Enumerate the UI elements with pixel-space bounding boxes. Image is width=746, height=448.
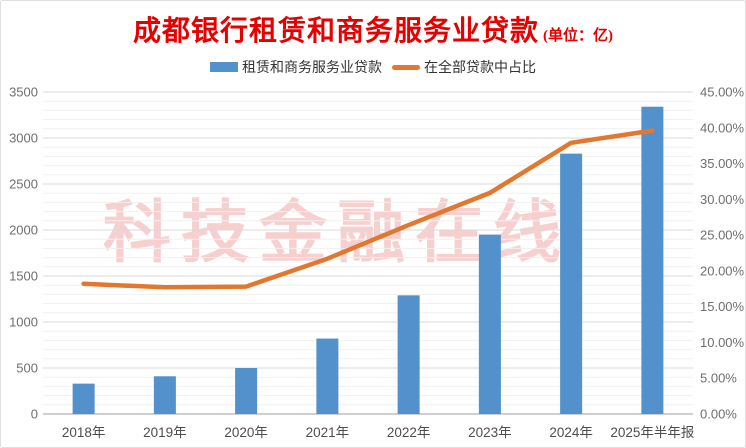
left-axis-tick: 500	[16, 361, 38, 376]
legend-label-loans: 租赁和商务服务业贷款	[242, 59, 382, 75]
x-axis-label: 2020年	[224, 425, 268, 440]
bar-2025年半年报	[641, 106, 664, 414]
left-axis-tick: 1500	[9, 269, 38, 284]
right-axis-tick: 35.00%	[700, 156, 745, 171]
x-axis-label: 2019年	[143, 425, 187, 440]
right-axis-tick: 25.00%	[700, 228, 745, 243]
left-axis-tick: 3000	[9, 131, 38, 146]
right-axis-tick: 20.00%	[700, 263, 745, 278]
bar-2022年	[397, 295, 420, 414]
bar-2024年	[560, 153, 583, 414]
left-axis-tick: 2500	[9, 177, 38, 192]
bar-2023年	[478, 234, 501, 414]
right-axis-tick: 5.00%	[700, 371, 737, 386]
left-axis-tick: 2000	[9, 223, 38, 238]
line-series-swatch-icon	[392, 64, 420, 70]
ratio-line	[81, 128, 655, 290]
chart-title-row: 成都银行租赁和商务服务业贷款 (单位：亿)	[1, 9, 745, 49]
bar-2019年	[153, 376, 176, 414]
bar-2020年	[235, 368, 258, 414]
right-axis-tick: 10.00%	[700, 335, 745, 350]
chart-legend: 租赁和商务服务业贷款 在全部贷款中占比	[1, 57, 745, 77]
legend-item-loans: 租赁和商务服务业贷款	[210, 57, 382, 77]
left-axis-tick: 0	[31, 407, 38, 422]
right-axis-tick: 45.00%	[700, 85, 745, 100]
x-axis-label: 2024年	[549, 425, 593, 440]
bar-series-swatch-icon	[210, 62, 238, 72]
right-axis-tick: 30.00%	[700, 192, 745, 207]
x-axis-label: 2025年半年报	[610, 425, 694, 440]
left-axis-tick: 3500	[9, 85, 38, 100]
x-axis-label: 2018年	[62, 425, 106, 440]
bar-2018年	[72, 383, 95, 414]
legend-label-ratio: 在全部贷款中占比	[424, 59, 536, 75]
x-axis-label: 2023年	[468, 425, 512, 440]
x-axis-label: 2021年	[306, 425, 350, 440]
chart-unit-label: (单位：亿)	[543, 28, 613, 44]
right-axis-tick: 40.00%	[700, 120, 745, 135]
bar-2021年	[316, 338, 339, 414]
left-axis-tick: 1000	[9, 315, 38, 330]
legend-item-ratio: 在全部贷款中占比	[392, 57, 536, 77]
right-axis-tick: 0.00%	[700, 407, 737, 422]
right-axis-tick: 15.00%	[700, 299, 745, 314]
chart-title: 成都银行租赁和商务服务业贷款	[132, 16, 539, 47]
x-axis-label: 2022年	[387, 425, 431, 440]
